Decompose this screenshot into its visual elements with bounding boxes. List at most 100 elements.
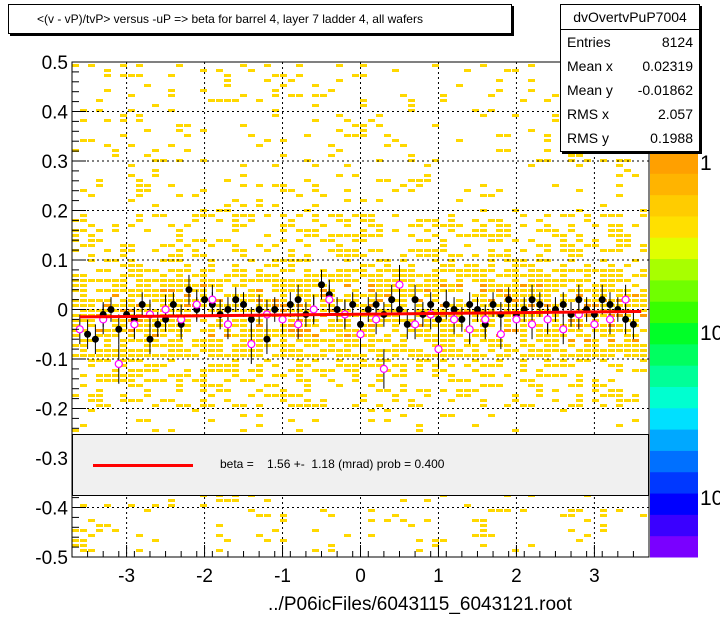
- histogram-cell: [304, 299, 311, 302]
- histogram-cell: [400, 319, 407, 322]
- histogram-cell: [368, 279, 375, 282]
- histogram-cell: [376, 179, 383, 182]
- histogram-cell: [88, 244, 95, 247]
- histogram-cell: [608, 224, 615, 227]
- histogram-cell: [272, 364, 279, 367]
- histogram-cell: [464, 234, 471, 237]
- histogram-cell: [424, 239, 431, 242]
- histogram-cell: [592, 379, 599, 382]
- histogram-cell: [584, 344, 591, 347]
- histogram-cell: [312, 294, 319, 297]
- histogram-cell: [352, 289, 359, 292]
- histogram-cell: [176, 289, 183, 292]
- histogram-cell: [216, 279, 223, 282]
- histogram-cell: [448, 349, 455, 352]
- histogram-cell: [448, 254, 455, 257]
- histogram-cell: [72, 284, 79, 287]
- histogram-cell: [216, 69, 223, 72]
- histogram-cell: [512, 269, 519, 272]
- histogram-cell: [480, 339, 487, 342]
- histogram-cell: [392, 214, 399, 217]
- histogram-cell: [456, 389, 463, 392]
- histogram-cell: [88, 549, 95, 552]
- histogram-cell: [184, 269, 191, 272]
- histogram-cell: [152, 174, 159, 177]
- histogram-cell: [384, 144, 391, 147]
- histogram-cell: [456, 304, 463, 307]
- histogram-cell: [224, 239, 231, 242]
- histogram-cell: [352, 239, 359, 242]
- histogram-cell: [488, 344, 495, 347]
- histogram-cell: [616, 224, 623, 227]
- histogram-cell: [400, 254, 407, 257]
- histogram-cell: [456, 254, 463, 257]
- histogram-cell: [168, 319, 175, 322]
- histogram-cell: [440, 339, 447, 342]
- histogram-cell: [168, 344, 175, 347]
- histogram-cell: [128, 259, 135, 262]
- histogram-cell: [288, 329, 295, 332]
- histogram-cell: [192, 274, 199, 277]
- histogram-cell: [88, 309, 95, 312]
- histogram-cell: [80, 539, 87, 542]
- histogram-cell: [560, 359, 567, 362]
- histogram-cell: [312, 339, 319, 342]
- histogram-cell: [208, 244, 215, 247]
- histogram-cell: [400, 299, 407, 302]
- histogram-cell: [120, 344, 127, 347]
- histogram-cell: [432, 249, 439, 252]
- histogram-cell: [488, 349, 495, 352]
- histogram-cell: [584, 304, 591, 307]
- histogram-cell: [336, 354, 343, 357]
- histogram-cell: [416, 334, 423, 337]
- histogram-cell: [112, 309, 119, 312]
- histogram-cell: [336, 269, 343, 272]
- histogram-cell: [184, 369, 191, 372]
- histogram-cell: [272, 289, 279, 292]
- histogram-cell: [504, 224, 511, 227]
- histogram-cell: [224, 279, 231, 282]
- histogram-cell: [544, 139, 551, 142]
- histogram-cell: [432, 299, 439, 302]
- histogram-cell: [408, 284, 415, 287]
- histogram-cell: [112, 354, 119, 357]
- histogram-cell: [624, 314, 631, 317]
- histogram-cell: [416, 359, 423, 362]
- histogram-cell: [616, 164, 623, 167]
- histogram-cell: [96, 524, 103, 527]
- black-point: [286, 301, 294, 309]
- histogram-cell: [440, 319, 447, 322]
- histogram-cell: [504, 509, 511, 512]
- histogram-cell: [280, 189, 287, 192]
- histogram-cell: [160, 284, 167, 287]
- histogram-cell: [200, 344, 207, 347]
- histogram-cell: [440, 244, 447, 247]
- histogram-cell: [448, 414, 455, 417]
- histogram-cell: [392, 289, 399, 292]
- histogram-cell: [456, 334, 463, 337]
- histogram-cell: [560, 284, 567, 287]
- histogram-cell: [112, 529, 119, 532]
- histogram-cell: [248, 294, 255, 297]
- histogram-cell: [88, 519, 95, 522]
- histogram-cell: [408, 354, 415, 357]
- histogram-cell: [376, 124, 383, 127]
- histogram-cell: [520, 264, 527, 267]
- histogram-cell: [96, 109, 103, 112]
- histogram-cell: [240, 334, 247, 337]
- histogram-cell: [120, 359, 127, 362]
- histogram-cell: [360, 329, 367, 332]
- histogram-cell: [512, 239, 519, 242]
- histogram-cell: [160, 364, 167, 367]
- histogram-cell: [88, 64, 95, 67]
- histogram-cell: [520, 344, 527, 347]
- histogram-cell: [280, 229, 287, 232]
- histogram-cell: [320, 94, 327, 97]
- histogram-cell: [344, 224, 351, 227]
- histogram-cell: [576, 209, 583, 212]
- histogram-cell: [472, 229, 479, 232]
- black-point: [84, 330, 92, 338]
- histogram-cell: [152, 369, 159, 372]
- histogram-cell: [144, 129, 151, 132]
- palette-cell: [650, 407, 698, 430]
